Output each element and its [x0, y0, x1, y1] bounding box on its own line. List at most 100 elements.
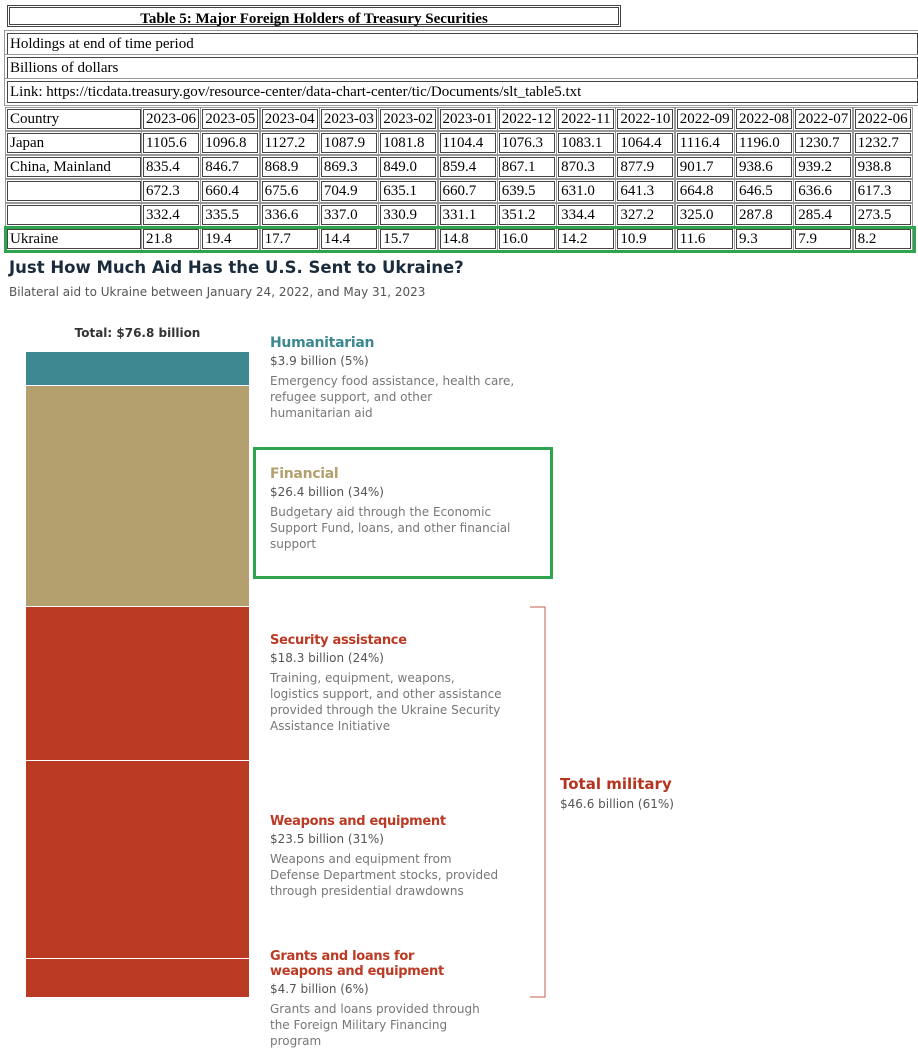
header-cell: 2023-02 [380, 109, 437, 129]
table-cell: 938.6 [736, 157, 792, 177]
table-cell: 285.4 [795, 205, 852, 225]
header-cell: 2022-09 [676, 109, 733, 129]
table-cell: 14.8 [439, 229, 496, 249]
table-cell: 859.4 [439, 157, 496, 177]
header-cell: 2023-06 [143, 109, 199, 129]
table-cell: Japan [7, 133, 141, 153]
table-cell: 646.5 [736, 181, 792, 201]
header-cell: Country [7, 109, 141, 129]
table-cell: 870.3 [558, 157, 615, 177]
table-cell: 1083.1 [558, 133, 615, 153]
table-cell: 331.1 [439, 205, 496, 225]
table-cell: 617.3 [854, 181, 911, 201]
table-cell: 10.9 [617, 229, 674, 249]
table-cell: 15.7 [380, 229, 437, 249]
table-cell: 1116.4 [676, 133, 733, 153]
table-cell: 664.8 [676, 181, 733, 201]
table-cell: 1087.9 [320, 133, 377, 153]
table-cell [7, 205, 141, 225]
table-cell: 635.1 [380, 181, 437, 201]
header-cell: 2023-01 [439, 109, 496, 129]
table-cell: 8.2 [854, 229, 911, 249]
segment-description: Grants and loans provided through the Fo… [270, 1002, 480, 1048]
segment-label: Security assistance $18.3 billion (24%) Tr… [270, 633, 515, 734]
segment-value: $3.9 billion (5%) [270, 354, 369, 368]
table-cell: 675.6 [261, 181, 318, 201]
table-cell: 704.9 [320, 181, 377, 201]
table-cell: 939.2 [795, 157, 852, 177]
table-cell: 1196.0 [736, 133, 792, 153]
segment-value: $4.7 billion (6%) [270, 982, 369, 996]
header-cell: 2023-05 [202, 109, 259, 129]
table-cell: 273.5 [854, 205, 911, 225]
table-cell: 335.5 [202, 205, 259, 225]
infographic-subtitle: Bilateral aid to Ukraine between January… [9, 285, 426, 299]
table-note: Holdings at end of time period [7, 33, 918, 55]
table-cell: 636.6 [795, 181, 852, 201]
military-value: $46.6 billion (61%) [560, 797, 674, 811]
table-cell: 901.7 [676, 157, 733, 177]
header-cell: 2023-04 [261, 109, 318, 129]
table-cell: 1076.3 [498, 133, 555, 153]
table-cell: 672.3 [143, 181, 199, 201]
table-title: Table 5: Major Foreign Holders of Treasu… [7, 5, 621, 27]
table-cell: 332.4 [143, 205, 199, 225]
segment-description: Emergency food assistance, health care, … [270, 374, 515, 420]
infographic-title: Just How Much Aid Has the U.S. Sent to U… [9, 258, 464, 277]
table-cell: 16.0 [498, 229, 555, 249]
highlight-box [4, 226, 916, 253]
segment-description: Budgetary aid through the Economic Suppo… [270, 505, 511, 551]
table-cell: 19.4 [202, 229, 259, 249]
bar-segment [26, 957, 249, 997]
table-cell: 1105.6 [143, 133, 199, 153]
segment-label: Grants and loans for weapons and equipme… [270, 949, 480, 1049]
table-cell: 1096.8 [202, 133, 259, 153]
table-cell: 1064.4 [617, 133, 674, 153]
segment-label: Financial $26.4 billion (34%) Budgetary ai… [270, 466, 515, 552]
total-label: Total: $76.8 billion [74, 326, 201, 340]
table-cell: 334.4 [558, 205, 615, 225]
segment-description: Weapons and equipment from Defense Depar… [270, 852, 499, 898]
header-cell: 2022-08 [736, 109, 792, 129]
segment-name: Financial [270, 466, 339, 482]
segment-name: Humanitarian [270, 335, 375, 351]
table-cell: 9.3 [736, 229, 792, 249]
table-cell: 631.0 [558, 181, 615, 201]
header-cell: 2023-03 [320, 109, 377, 129]
table-cell: China, Mainland [7, 157, 141, 177]
table-cell: 1104.4 [439, 133, 496, 153]
header-cell: 2022-12 [498, 109, 555, 129]
table-cell: 877.9 [617, 157, 674, 177]
segment-label: Humanitarian $3.9 billion (5%) Emergency f… [270, 335, 515, 421]
table-cell: 336.6 [261, 205, 318, 225]
table-cell: 639.5 [498, 181, 555, 201]
bar-segment [26, 384, 249, 607]
table-cell: 17.7 [261, 229, 318, 249]
table-cell: 1081.8 [380, 133, 437, 153]
table-cell [7, 181, 141, 201]
table-cell: 330.9 [380, 205, 437, 225]
table-cell: 846.7 [202, 157, 259, 177]
bar-segment [26, 352, 249, 385]
header-cell: 2022-07 [795, 109, 852, 129]
table-cell: 351.2 [498, 205, 555, 225]
table-cell: Ukraine [7, 229, 141, 249]
table-cell: 1232.7 [854, 133, 911, 153]
table-cell: 660.4 [202, 181, 259, 201]
table-cell: 14.4 [320, 229, 377, 249]
bracket-line [530, 606, 546, 998]
table-cell: 1127.2 [261, 133, 318, 153]
segment-value: $23.5 billion (31%) [270, 832, 384, 846]
table-cell: 938.8 [854, 157, 911, 177]
table-cell: 868.9 [261, 157, 318, 177]
segment-value: $18.3 billion (24%) [270, 651, 384, 665]
table-cell: 325.0 [676, 205, 733, 225]
military-bracket [530, 606, 546, 998]
table-cell: 849.0 [380, 157, 437, 177]
header-cell: 2022-06 [854, 109, 911, 129]
header-cell: 2022-11 [558, 109, 615, 129]
bar-segment [26, 606, 249, 761]
table-cell: 337.0 [320, 205, 377, 225]
table-cell: 11.6 [676, 229, 733, 249]
